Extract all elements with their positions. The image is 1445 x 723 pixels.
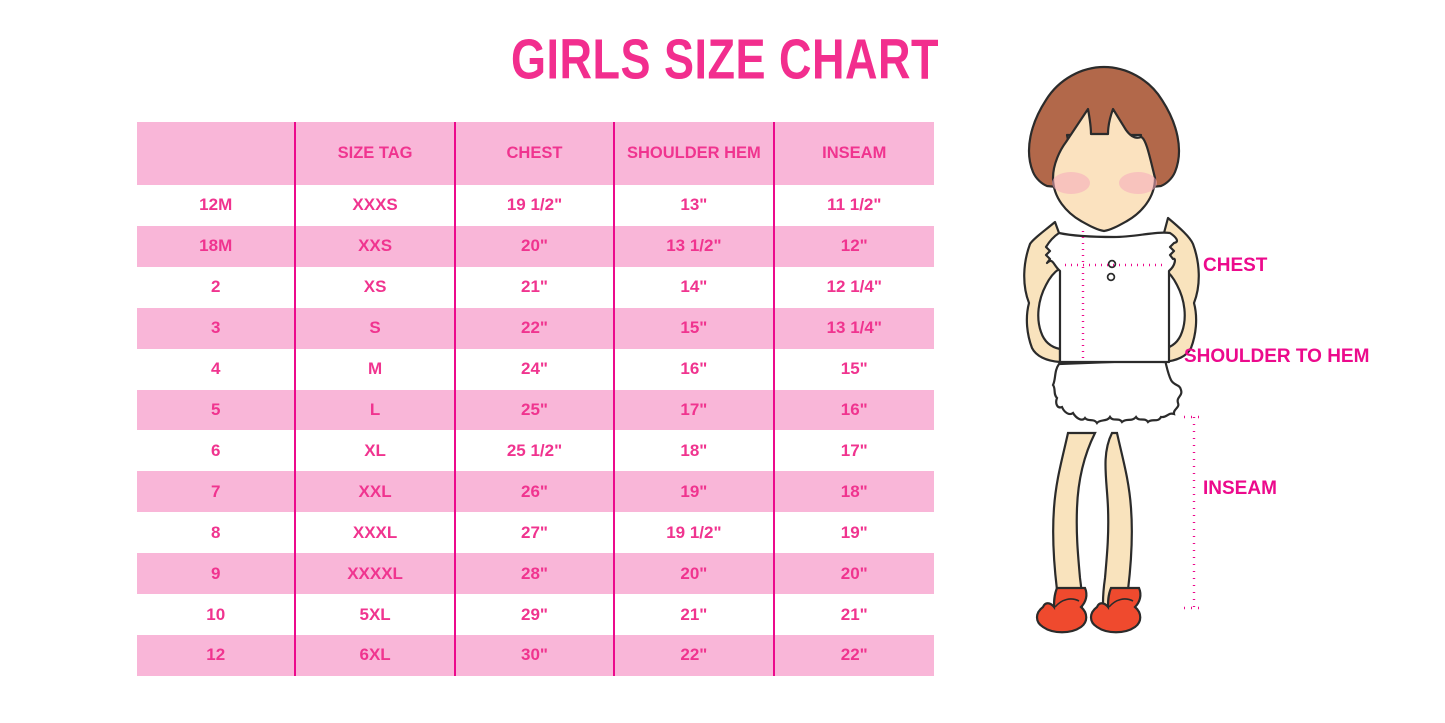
svg-text:SHOULDER TO HEM: SHOULDER TO HEM	[1184, 346, 1369, 367]
svg-text:INSEAM: INSEAM	[1203, 478, 1277, 499]
svg-text:CHEST: CHEST	[1203, 255, 1268, 276]
